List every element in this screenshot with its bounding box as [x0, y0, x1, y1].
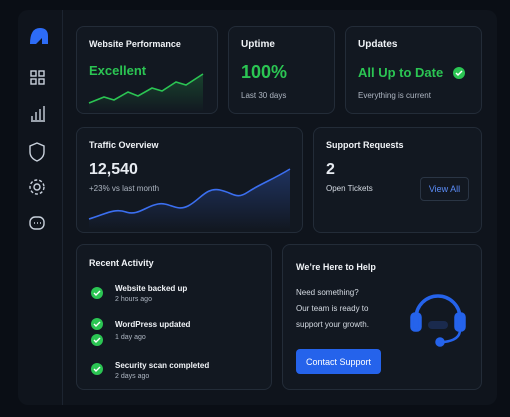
headset-icon — [410, 294, 466, 347]
card-title: We’re Here to Help — [296, 262, 376, 272]
support-card — [313, 127, 482, 233]
card-title: Website Performance — [89, 39, 181, 49]
activity-time: 2 days ago — [115, 373, 150, 380]
status: All Up to Date — [358, 65, 444, 80]
sidebar-icons — [29, 28, 48, 230]
uptime-card — [228, 26, 335, 114]
activity-time: 1 day ago — [115, 334, 146, 341]
note: Everything is current — [358, 91, 431, 100]
card-title: Uptime — [241, 39, 275, 50]
value: 100% — [241, 62, 288, 82]
activity-label: Website backed up — [115, 284, 188, 293]
card-title: Support Requests — [326, 140, 404, 150]
sidebar — [18, 10, 63, 405]
value: 12,540 — [89, 161, 138, 178]
nav-analytics[interactable] — [31, 106, 45, 122]
activity-label: Security scan completed — [115, 361, 210, 370]
view-all-button[interactable]: View All — [420, 177, 469, 201]
value: 2 — [326, 161, 335, 178]
activity-time: 2 hours ago — [115, 296, 152, 303]
status: Excellent — [89, 63, 147, 78]
activity-card — [76, 244, 272, 390]
activity-label: WordPress updated — [115, 320, 191, 329]
note: +23% vs last month — [89, 184, 160, 193]
logo[interactable] — [30, 28, 48, 44]
contact-support-button[interactable]: Contact Support — [296, 349, 381, 374]
card-title: Traffic Overview — [89, 140, 159, 150]
help-line: Need something? — [296, 288, 359, 297]
sparkline — [88, 73, 204, 112]
check-icon — [453, 67, 465, 79]
note: Open Tickets — [326, 184, 373, 193]
help-line: Our team is ready to — [296, 304, 369, 313]
traffic-line — [88, 168, 291, 230]
nav-support[interactable] — [29, 216, 45, 230]
nav-dashboard[interactable] — [30, 70, 45, 85]
card-title: Recent Activity — [89, 258, 154, 268]
help-line: support your growth. — [296, 320, 369, 329]
activity-checks — [91, 287, 103, 375]
nav-settings[interactable] — [29, 179, 45, 195]
note: Last 30 days — [241, 91, 287, 100]
nav-security[interactable] — [29, 142, 45, 162]
card-title: Updates — [358, 39, 398, 50]
